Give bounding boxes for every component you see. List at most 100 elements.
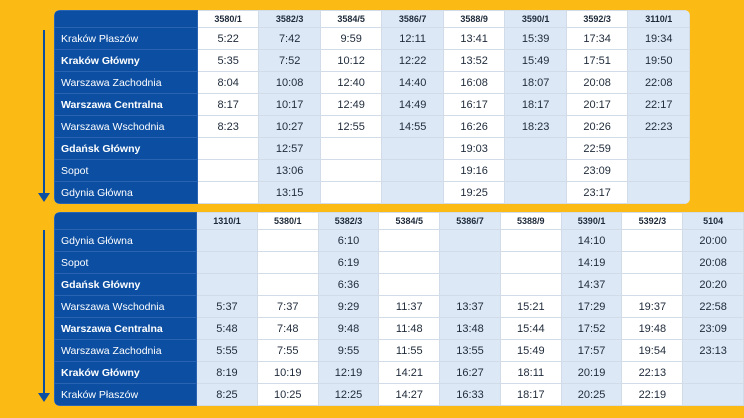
departure-time-cell: 10:08 <box>258 71 321 94</box>
departure-time-cell: 12:55 <box>319 115 383 138</box>
table-row: Kraków Płaszów 8:25 10:25 12:25 14:27 16:33 18… <box>54 383 744 406</box>
train-number-header: 3590/1 <box>504 10 567 28</box>
departure-time-cell: 19:16 <box>442 159 506 182</box>
departure-time-cell <box>504 159 567 182</box>
timetable-bottom: 1310/1 5380/1 5382/3 5384/5 5386/7 5388/9 5390… <box>54 212 744 406</box>
table-row: Warszawa Wschodnia 5:37 7:37 9:29 11:37 13:37… <box>54 295 744 318</box>
departure-time-cell: 8:25 <box>196 383 258 406</box>
table-row: Kraków Płaszów 5:22 7:42 9:59 12:11 13:41 15:3… <box>54 27 690 50</box>
train-number-header: 5384/5 <box>378 212 441 230</box>
departure-time-cell: 20:00 <box>682 229 744 252</box>
station-name: Kraków Płaszów <box>54 383 198 406</box>
departure-time-cell <box>196 273 258 296</box>
departure-time-cell: 5:55 <box>196 339 258 362</box>
departure-time-cell: 15:49 <box>499 339 562 362</box>
departure-time-cell: 7:48 <box>256 317 319 340</box>
train-number-header: 3586/7 <box>381 10 444 28</box>
table-row: Warszawa Zachodnia 8:04 10:08 12:40 14:40 16:… <box>54 71 690 94</box>
departure-time-cell <box>499 229 562 252</box>
departure-time-cell <box>196 137 260 160</box>
departure-time-cell <box>378 273 441 296</box>
header-corner <box>54 212 198 230</box>
departure-time-cell <box>378 251 441 274</box>
train-number-header: 1310/1 <box>196 212 258 230</box>
departure-time-cell: 10:25 <box>256 383 319 406</box>
header-corner <box>54 10 198 28</box>
departure-time-cell: 16:17 <box>442 93 506 116</box>
departure-time-cell: 14:19 <box>560 251 623 274</box>
departure-time-cell <box>627 181 690 204</box>
train-number-header: 5382/3 <box>317 212 380 230</box>
departure-time-cell: 5:48 <box>196 317 258 340</box>
station-name: Warszawa Centralna <box>54 317 198 340</box>
departure-time-cell <box>499 273 562 296</box>
departure-time-cell: 12:25 <box>317 383 380 406</box>
departure-time-cell <box>621 251 684 274</box>
departure-time-cell: 12:40 <box>319 71 383 94</box>
departure-time-cell: 15:49 <box>504 49 567 72</box>
departure-time-cell: 22:08 <box>627 71 690 94</box>
table-row: Gdynia Główna 13:15 19:25 23:17 <box>54 181 690 204</box>
train-number-header: 5386/7 <box>439 212 501 230</box>
departure-time-cell <box>196 159 260 182</box>
departure-time-cell <box>439 273 501 296</box>
departure-time-cell: 22:23 <box>627 115 690 138</box>
station-name: Warszawa Zachodnia <box>54 339 198 362</box>
departure-time-cell: 14:21 <box>378 361 441 384</box>
station-name: Kraków Główny <box>54 361 198 384</box>
train-number-header: 3588/9 <box>442 10 506 28</box>
direction-arrow-top <box>38 30 50 202</box>
departure-time-cell: 20:26 <box>565 115 629 138</box>
departure-time-cell <box>381 181 444 204</box>
table-row: Warszawa Centralna 5:48 7:48 9:48 11:48 13:48… <box>54 317 744 340</box>
departure-time-cell: 6:19 <box>317 251 380 274</box>
departure-time-cell: 18:07 <box>504 71 567 94</box>
departure-time-cell: 12:57 <box>258 137 321 160</box>
departure-time-cell: 8:23 <box>196 115 260 138</box>
departure-time-cell: 18:17 <box>504 93 567 116</box>
departure-time-cell: 19:03 <box>442 137 506 160</box>
departure-time-cell <box>319 181 383 204</box>
station-name: Warszawa Zachodnia <box>54 71 198 94</box>
table-row: Gdańsk Główny 12:57 19:03 22:59 <box>54 137 690 160</box>
train-number-header: 5392/3 <box>621 212 684 230</box>
departure-time-cell: 19:48 <box>621 317 684 340</box>
departure-time-cell: 12:11 <box>381 27 444 50</box>
departure-time-cell: 15:44 <box>499 317 562 340</box>
departure-time-cell: 12:22 <box>381 49 444 72</box>
departure-time-cell <box>196 251 258 274</box>
departure-time-cell: 19:54 <box>621 339 684 362</box>
departure-time-cell <box>196 229 258 252</box>
departure-time-cell: 7:42 <box>258 27 321 50</box>
train-number-header: 5388/9 <box>499 212 562 230</box>
departure-time-cell: 11:55 <box>378 339 441 362</box>
departure-time-cell: 16:33 <box>439 383 501 406</box>
departure-time-cell: 17:57 <box>560 339 623 362</box>
departure-time-cell: 23:13 <box>682 339 744 362</box>
departure-time-cell: 14:37 <box>560 273 623 296</box>
table-row: Kraków Główny 8:19 10:19 12:19 14:21 16:27 18:… <box>54 361 744 384</box>
departure-time-cell <box>682 361 744 384</box>
train-number-header: 3592/3 <box>565 10 629 28</box>
departure-time-cell <box>439 251 501 274</box>
station-name: Warszawa Wschodnia <box>54 115 198 138</box>
departure-time-cell: 20:25 <box>560 383 623 406</box>
departure-time-cell: 19:34 <box>627 27 690 50</box>
train-number-header: 3584/5 <box>319 10 383 28</box>
departure-time-cell: 7:37 <box>256 295 319 318</box>
departure-time-cell <box>439 229 501 252</box>
table-row: Kraków Główny 5:35 7:52 10:12 12:22 13:52 15:4… <box>54 49 690 72</box>
departure-time-cell: 16:27 <box>439 361 501 384</box>
table-row: Warszawa Zachodnia 5:55 7:55 9:55 11:55 13:55… <box>54 339 744 362</box>
departure-time-cell: 13:55 <box>439 339 501 362</box>
departure-time-cell: 16:26 <box>442 115 506 138</box>
departure-time-cell: 8:19 <box>196 361 258 384</box>
departure-time-cell <box>378 229 441 252</box>
departure-time-cell <box>504 137 567 160</box>
departure-time-cell: 22:13 <box>621 361 684 384</box>
departure-time-cell: 22:19 <box>621 383 684 406</box>
header-row: 3580/1 3582/3 3584/5 3586/7 3588/9 3590/1 3592… <box>54 10 690 28</box>
departure-time-cell: 19:37 <box>621 295 684 318</box>
station-name: Warszawa Centralna <box>54 93 198 116</box>
departure-time-cell: 12:49 <box>319 93 383 116</box>
